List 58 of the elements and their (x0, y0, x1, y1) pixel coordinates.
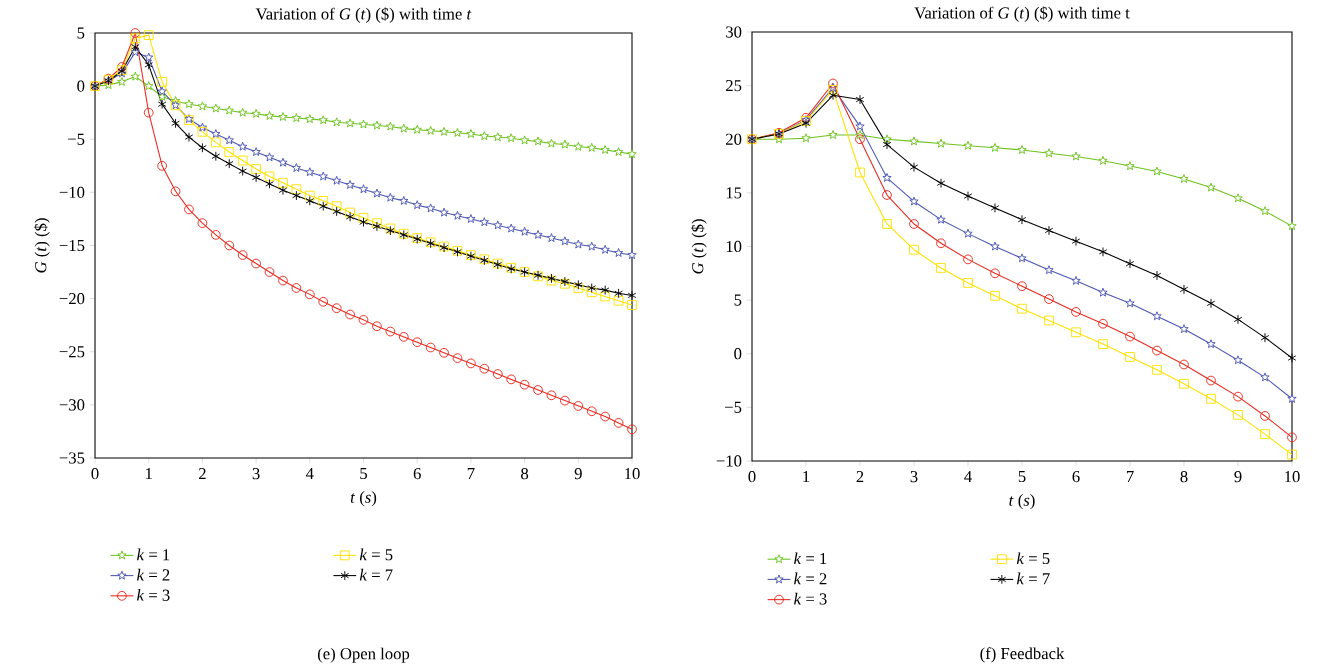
x-tick-label: 5 (1018, 471, 1026, 483)
y-tick-label: 30 (726, 26, 742, 38)
legend-label: k = 5 (1016, 552, 1050, 565)
y-tick-label: 10 (726, 240, 742, 253)
y-tick-label: −10 (59, 186, 85, 198)
x-tick-label: 6 (413, 468, 421, 480)
x-tick-label: 7 (1126, 471, 1134, 482)
x-tick-label: 4 (964, 471, 972, 482)
y-tick-label: 5 (77, 27, 85, 39)
y-tick-label: 0 (734, 348, 742, 360)
y-tick-label: −15 (59, 239, 85, 252)
y-tick-label: −5 (725, 401, 742, 413)
y-tick-label: −5 (68, 133, 85, 145)
x-axis-title: t (s) (1009, 494, 1035, 510)
text: (e) Open loop (317, 647, 410, 663)
legend-label: k = 5 (359, 548, 393, 561)
y-tick-label: −30 (59, 399, 85, 411)
legend-label: k = 2 (137, 568, 170, 581)
x-tick-label: 8 (1180, 471, 1188, 483)
x-tick-label: 1 (803, 471, 810, 483)
chart-title: Variation of G (t) ($) with time t (255, 7, 472, 23)
y-tick-label: −20 (59, 292, 85, 305)
y-tick-label: 20 (726, 133, 742, 145)
legend-label: k = 2 (794, 572, 827, 585)
y-axis-title: G (t) ($) (34, 218, 50, 273)
x-tick-label: 10 (625, 468, 640, 480)
x-tick-label: 9 (1234, 471, 1242, 483)
legend-label: k = 1 (794, 552, 827, 564)
x-tick-label: 4 (305, 468, 314, 479)
y-tick-label: −25 (59, 346, 85, 358)
y-tick-label: −35 (59, 452, 85, 464)
x-tick-label: 6 (1072, 471, 1080, 483)
x-tick-label: 5 (360, 468, 368, 480)
y-tick-label: 25 (726, 80, 742, 92)
x-tick-label: 2 (198, 468, 206, 480)
legend-label: k = 7 (1016, 572, 1050, 585)
y-axis-title: G (t) ($) (691, 219, 707, 274)
x-tick-label: 3 (910, 471, 918, 483)
y-tick-label: 15 (726, 187, 742, 199)
x-tick-label: 8 (521, 468, 529, 480)
legend-label: k = 7 (359, 568, 393, 581)
y-tick-label: −10 (716, 455, 742, 467)
legend-label: k = 3 (794, 592, 827, 605)
x-tick-label: 7 (467, 468, 475, 479)
x-tick-label: 1 (146, 468, 152, 480)
x-tick-label: 2 (856, 471, 864, 483)
x-tick-label: 0 (748, 471, 756, 483)
x-tick-label: 10 (1285, 471, 1300, 483)
y-tick-label: 5 (734, 294, 742, 306)
x-axis-title: t (s) (350, 491, 377, 507)
x-tick-label: 3 (252, 468, 260, 480)
chart-title: Variation of G (t) ($) with time t (914, 6, 1130, 22)
x-tick-label: 0 (91, 468, 99, 480)
legend-label: k = 3 (137, 589, 170, 601)
y-tick-label: 0 (77, 80, 85, 92)
legend-label: k = 1 (137, 548, 170, 561)
x-tick-label: 9 (574, 468, 582, 480)
text: (f) Feedback (980, 647, 1065, 663)
